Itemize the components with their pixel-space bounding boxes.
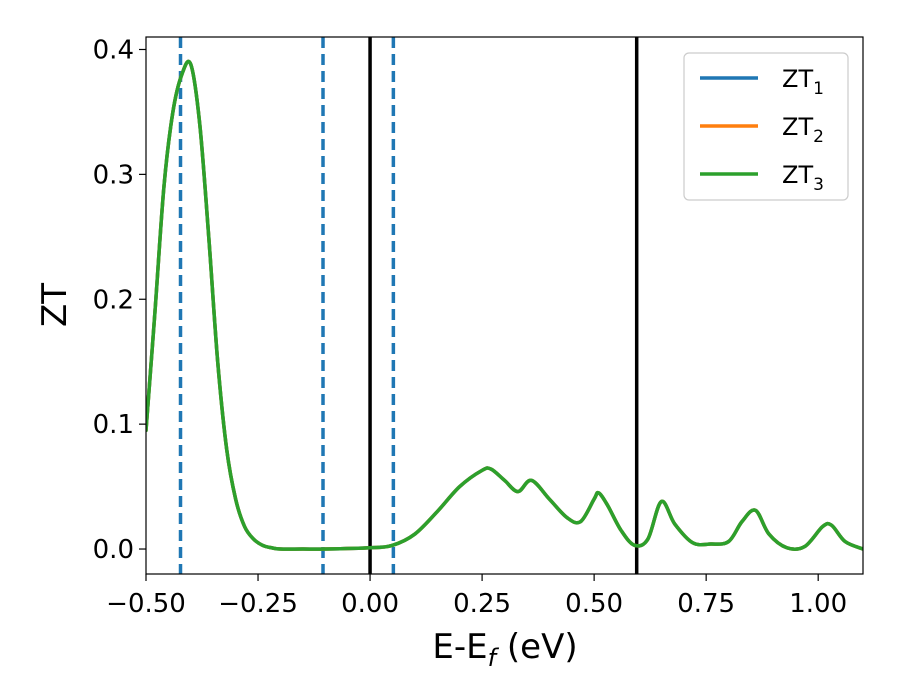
plot-frame <box>145 36 864 575</box>
legend-label-zt2: ZT2 <box>782 113 824 147</box>
y-tick-label: 0.3 <box>93 160 134 190</box>
series-line-zt3 <box>146 59 863 552</box>
legend-frame <box>683 52 849 201</box>
y-axis-label: ZT <box>35 283 75 327</box>
y-tick-label: 0.0 <box>93 535 134 565</box>
y-axis: 0.0 0.1 0.2 0.3 0.4 <box>93 35 146 565</box>
legend-label-zt3: ZT3 <box>782 161 824 195</box>
x-tick-label: −0.25 <box>218 589 298 619</box>
y-tick-label: 0.4 <box>93 35 134 65</box>
x-axis: −0.50 −0.25 0.00 0.25 0.50 0.75 1.00 <box>106 574 847 619</box>
x-tick-label: −0.50 <box>106 589 186 619</box>
x-axis-label: E-Ef (eV) <box>432 627 577 672</box>
series-lines <box>146 59 863 552</box>
y-tick-label: 0.1 <box>93 410 134 440</box>
x-tick-label: 0.50 <box>565 589 623 619</box>
vertical-lines <box>178 37 639 574</box>
legend: ZT1 ZT2 ZT3 <box>683 52 849 201</box>
x-tick-label: 0.25 <box>453 589 511 619</box>
x-tick-label: 0.00 <box>341 589 399 619</box>
x-tick-label: 0.75 <box>677 589 735 619</box>
legend-label-zt1: ZT1 <box>782 65 824 99</box>
y-tick-label: 0.2 <box>93 285 134 315</box>
x-tick-label: 1.00 <box>789 589 847 619</box>
